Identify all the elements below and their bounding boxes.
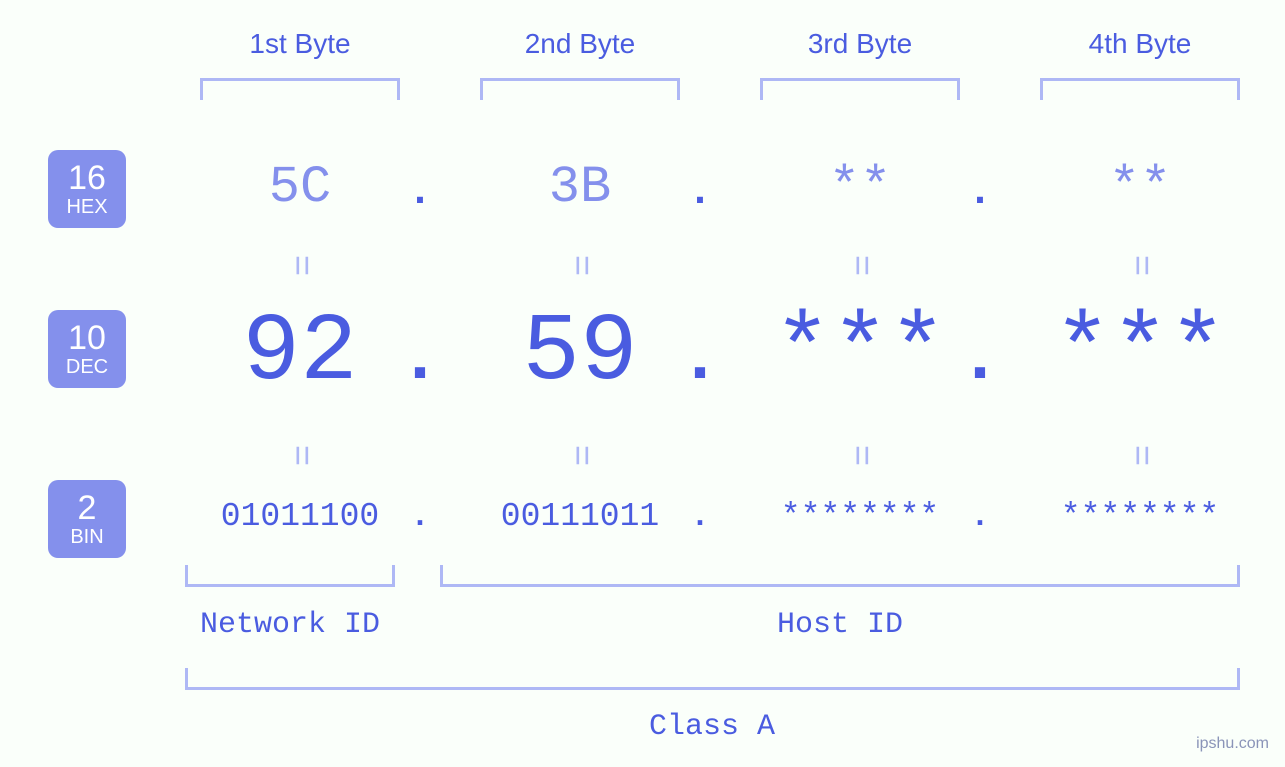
- badge-bin-lbl: BIN: [70, 527, 103, 547]
- label-class: Class A: [649, 710, 775, 744]
- badge-dec-num: 10: [68, 321, 106, 355]
- dec-byte-2: 59: [522, 298, 637, 407]
- dec-byte-1: 92: [242, 298, 357, 407]
- badge-dec: 10 DEC: [48, 310, 126, 388]
- top-bracket-3: [760, 78, 960, 100]
- byte-header-2: 2nd Byte: [470, 28, 690, 60]
- badge-hex-lbl: HEX: [66, 197, 107, 217]
- eq-1-1: =: [280, 255, 321, 277]
- hex-byte-2: 3B: [549, 158, 611, 217]
- ip-diagram: 1st Byte 2nd Byte 3rd Byte 4th Byte 16 H…: [0, 0, 1285, 767]
- dec-dot-3: .: [958, 318, 1001, 400]
- bracket-host: [440, 565, 1240, 587]
- hex-byte-3: **: [829, 158, 891, 217]
- badge-dec-lbl: DEC: [66, 357, 108, 377]
- eq-1-3: =: [840, 255, 881, 277]
- top-bracket-2: [480, 78, 680, 100]
- bin-byte-4: ********: [1061, 498, 1219, 535]
- badge-bin-num: 2: [78, 491, 97, 525]
- bin-dot-3: .: [970, 498, 989, 535]
- hex-byte-1: 5C: [269, 158, 331, 217]
- dec-byte-4: ***: [1054, 298, 1227, 407]
- dec-dot-2: .: [678, 318, 721, 400]
- top-bracket-1: [200, 78, 400, 100]
- bin-byte-2: 00111011: [501, 498, 659, 535]
- byte-header-3: 3rd Byte: [750, 28, 970, 60]
- byte-header-4: 4th Byte: [1030, 28, 1250, 60]
- hex-dot-1: .: [407, 168, 432, 216]
- dec-dot-1: .: [398, 318, 441, 400]
- bin-byte-1: 01011100: [221, 498, 379, 535]
- watermark: ipshu.com: [1196, 735, 1269, 753]
- eq-1-4: =: [1120, 255, 1161, 277]
- hex-dot-2: .: [687, 168, 712, 216]
- badge-hex: 16 HEX: [48, 150, 126, 228]
- bin-byte-3: ********: [781, 498, 939, 535]
- hex-byte-4: **: [1109, 158, 1171, 217]
- eq-1-2: =: [560, 255, 601, 277]
- top-bracket-4: [1040, 78, 1240, 100]
- hex-dot-3: .: [967, 168, 992, 216]
- eq-2-2: =: [560, 445, 601, 467]
- eq-2-3: =: [840, 445, 881, 467]
- badge-bin: 2 BIN: [48, 480, 126, 558]
- eq-2-4: =: [1120, 445, 1161, 467]
- bin-dot-2: .: [690, 498, 709, 535]
- bracket-network: [185, 565, 395, 587]
- dec-byte-3: ***: [774, 298, 947, 407]
- badge-hex-num: 16: [68, 161, 106, 195]
- eq-2-1: =: [280, 445, 321, 467]
- label-network: Network ID: [200, 608, 380, 642]
- label-host: Host ID: [777, 608, 903, 642]
- bin-dot-1: .: [410, 498, 429, 535]
- byte-header-1: 1st Byte: [190, 28, 410, 60]
- bracket-class: [185, 668, 1240, 690]
